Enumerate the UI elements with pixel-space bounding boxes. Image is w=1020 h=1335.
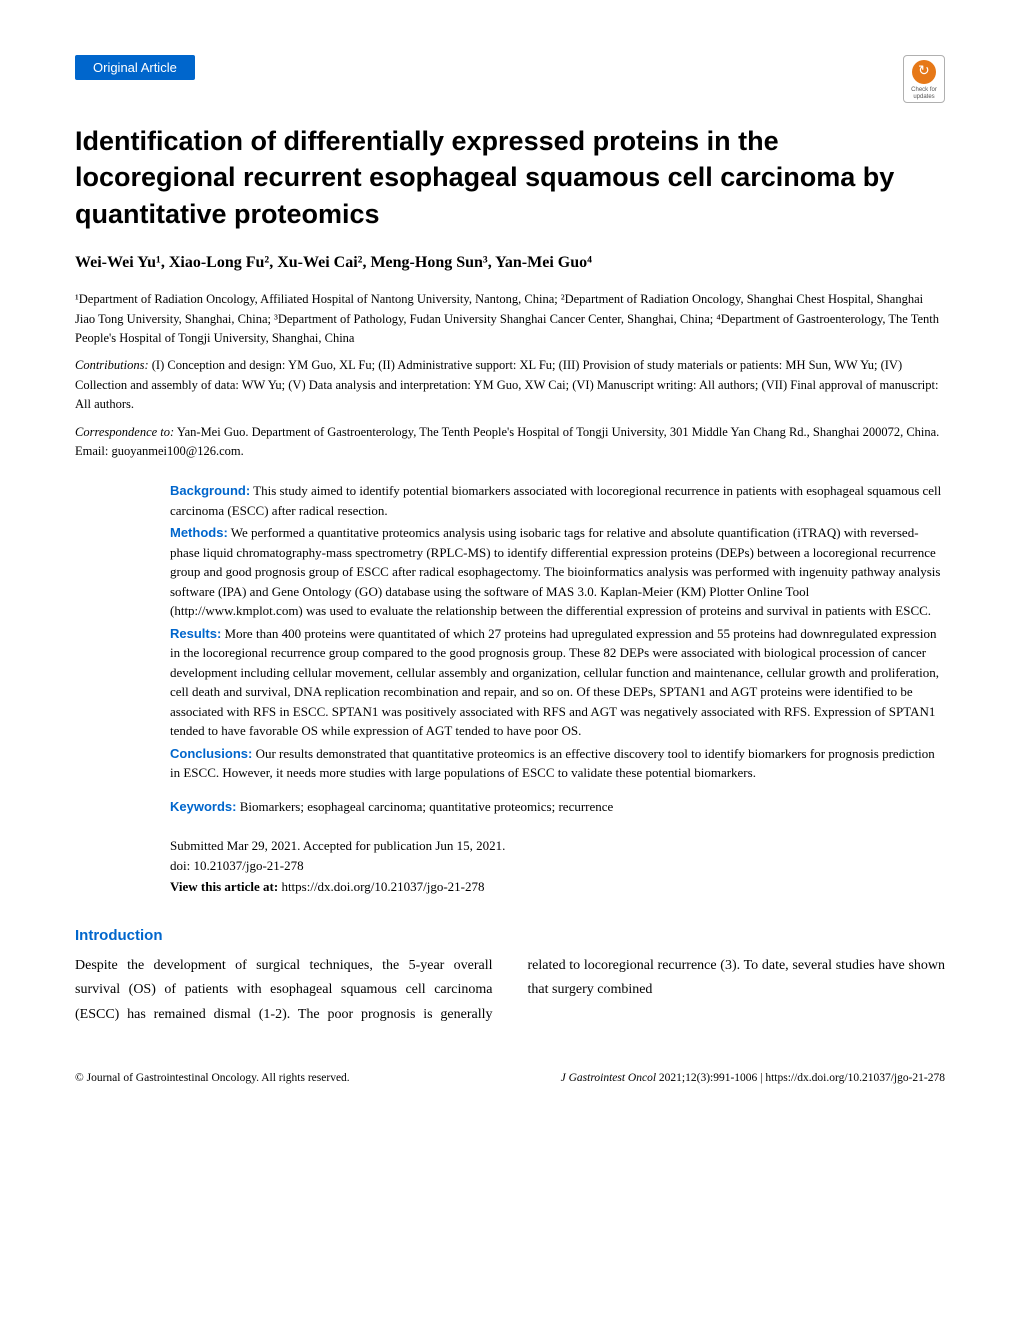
results-text: More than 400 proteins were quantitated … xyxy=(170,626,939,739)
methods-label: Methods: xyxy=(170,525,228,540)
header-row: Original Article Check for updates xyxy=(75,55,945,103)
correspondence-text: Yan-Mei Guo. Department of Gastroenterol… xyxy=(75,425,939,458)
affiliations: ¹Department of Radiation Oncology, Affil… xyxy=(75,290,945,348)
correspondence: Correspondence to: Yan-Mei Guo. Departme… xyxy=(75,423,945,462)
article-title: Identification of differentially express… xyxy=(75,123,945,232)
contributions-label: Contributions: xyxy=(75,358,149,372)
abstract-conclusions: Conclusions: Our results demonstrated th… xyxy=(170,744,945,783)
abstract-block: Background: This study aimed to identify… xyxy=(170,481,945,896)
submission-info: Submitted Mar 29, 2021. Accepted for pub… xyxy=(170,836,945,896)
footer-citation: J Gastrointest Oncol 2021;12(3):991-1006… xyxy=(561,1072,945,1084)
footer-citation-text: 2021;12(3):991-1006 | https://dx.doi.org… xyxy=(656,1072,945,1084)
conclusions-text: Our results demonstrated that quantitati… xyxy=(170,746,935,781)
contributions: Contributions: (I) Conception and design… xyxy=(75,356,945,414)
contributions-text: (I) Conception and design: YM Guo, XL Fu… xyxy=(75,358,938,411)
view-article-label: View this article at: xyxy=(170,879,278,894)
introduction-heading: Introduction xyxy=(75,927,945,944)
doi: doi: 10.21037/jgo-21-278 xyxy=(170,856,945,876)
correspondence-label: Correspondence to: xyxy=(75,425,174,439)
background-label: Background: xyxy=(170,483,250,498)
results-label: Results: xyxy=(170,626,221,641)
view-article-url[interactable]: https://dx.doi.org/10.21037/jgo-21-278 xyxy=(278,879,484,894)
footer-journal: J Gastrointest Oncol xyxy=(561,1072,656,1084)
check-updates-icon xyxy=(912,60,936,84)
introduction-section: Introduction Despite the development of … xyxy=(75,927,945,1028)
footer-copyright: © Journal of Gastrointestinal Oncology. … xyxy=(75,1072,350,1084)
introduction-text: Despite the development of surgical tech… xyxy=(75,954,945,1028)
article-type-badge: Original Article xyxy=(75,55,195,80)
authors: Wei-Wei Yu¹, Xiao-Long Fu², Xu-Wei Cai²,… xyxy=(75,254,945,272)
conclusions-label: Conclusions: xyxy=(170,746,252,761)
check-updates-widget[interactable]: Check for updates xyxy=(903,55,945,103)
keywords-label: Keywords: xyxy=(170,799,236,814)
check-updates-label: Check for updates xyxy=(911,87,937,100)
methods-text: We performed a quantitative proteomics a… xyxy=(170,525,940,618)
abstract-keywords: Keywords: Biomarkers; esophageal carcino… xyxy=(170,797,945,817)
abstract-methods: Methods: We performed a quantitative pro… xyxy=(170,523,945,621)
abstract-results: Results: More than 400 proteins were qua… xyxy=(170,624,945,741)
submitted-date: Submitted Mar 29, 2021. Accepted for pub… xyxy=(170,836,945,856)
background-text: This study aimed to identify potential b… xyxy=(170,483,941,518)
keywords-text: Biomarkers; esophageal carcinoma; quanti… xyxy=(236,799,613,814)
view-article-line: View this article at: https://dx.doi.org… xyxy=(170,877,945,897)
abstract-background: Background: This study aimed to identify… xyxy=(170,481,945,520)
page-footer: © Journal of Gastrointestinal Oncology. … xyxy=(75,1072,945,1084)
